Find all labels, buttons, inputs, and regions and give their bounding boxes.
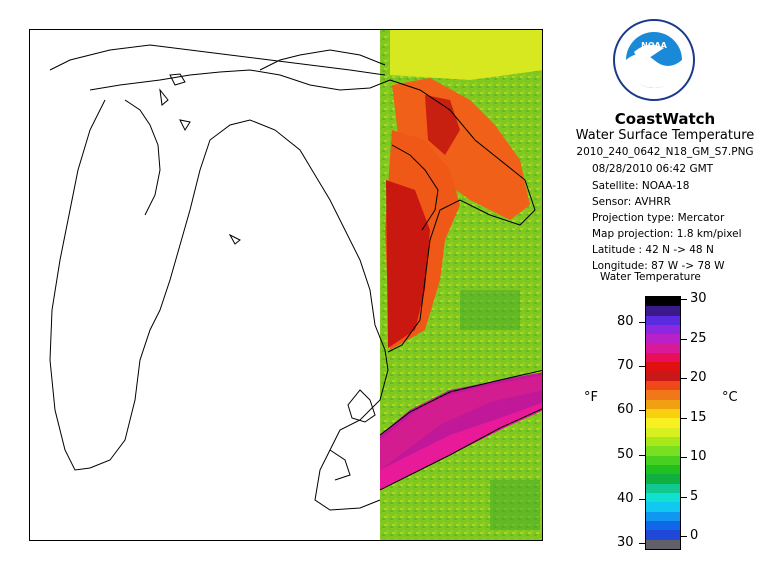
fahrenheit-tick xyxy=(639,454,645,456)
scale-swatch xyxy=(646,511,680,522)
celsius-tick xyxy=(681,496,687,498)
fahrenheit-tick xyxy=(639,410,645,412)
coastlines xyxy=(49,44,542,511)
scale-swatch xyxy=(646,297,680,307)
celsius-tick xyxy=(681,378,687,379)
noaa-logo: NOAA xyxy=(612,18,696,102)
fahrenheit-tick xyxy=(639,322,645,323)
fahrenheit-tick xyxy=(639,366,645,368)
fahrenheit-tick-label: 50 xyxy=(617,446,634,462)
celsius-tick-label: 10 xyxy=(690,449,707,464)
scale-swatch xyxy=(646,390,680,401)
scale-swatch xyxy=(646,343,680,354)
scale-swatch xyxy=(646,362,680,373)
scale-swatch xyxy=(646,465,680,475)
scale-swatch xyxy=(646,353,680,363)
scale-swatch xyxy=(646,334,680,345)
noaa-logo-icon: NOAA xyxy=(613,19,695,101)
celsius-tick-label: 0 xyxy=(690,528,699,543)
scale-swatch xyxy=(646,381,680,391)
scale-swatch xyxy=(646,306,680,317)
satellite: Satellite: NOAA-18 xyxy=(592,180,690,192)
celsius-tick xyxy=(681,457,687,458)
scale-swatch xyxy=(646,399,680,410)
celsius-tick xyxy=(681,536,687,537)
temperature-swath xyxy=(380,30,542,540)
latitude-range: Latitude : 42 N -> 48 N xyxy=(592,244,714,256)
fahrenheit-tick-label: 40 xyxy=(617,490,634,506)
map-canvas xyxy=(49,30,542,540)
scale-swatch xyxy=(646,521,680,531)
noaa-logo-text: NOAA xyxy=(641,41,667,50)
scale-swatch xyxy=(646,325,680,335)
celsius-tick xyxy=(681,338,687,340)
scale-swatch xyxy=(646,483,680,494)
filename: 2010_240_0642_N18_GM_S7.PNG xyxy=(576,146,754,158)
datetime: 08/28/2010 06:42 GMT xyxy=(592,163,714,175)
map-frame[interactable] xyxy=(29,29,543,541)
unit-fahrenheit: °F xyxy=(584,390,598,405)
celsius-tick-label: 30 xyxy=(690,291,707,306)
scale-swatch xyxy=(646,539,680,550)
scale-swatch xyxy=(646,493,680,503)
scale-swatch xyxy=(646,530,680,541)
fahrenheit-tick xyxy=(639,498,645,500)
celsius-tick-label: 20 xyxy=(690,370,707,385)
sensor: Sensor: AVHRR xyxy=(592,196,671,208)
legend-title: Water Temperature xyxy=(600,271,701,283)
projection-type: Projection type: Mercator xyxy=(592,212,725,224)
color-scale xyxy=(645,296,681,550)
celsius-tick-label: 5 xyxy=(690,488,699,504)
celsius-tick xyxy=(681,299,687,300)
celsius-tick-label: 15 xyxy=(690,409,707,425)
fahrenheit-tick-label: 30 xyxy=(617,535,634,550)
scale-swatch xyxy=(646,502,680,513)
scale-swatch xyxy=(646,455,680,466)
fahrenheit-tick-label: 60 xyxy=(617,402,634,418)
scale-swatch xyxy=(646,418,680,429)
fahrenheit-tick-label: 70 xyxy=(617,358,634,374)
fahrenheit-tick-label: 80 xyxy=(617,314,634,329)
scale-swatch xyxy=(646,409,680,419)
celsius-tick-label: 25 xyxy=(690,330,707,346)
scale-swatch xyxy=(646,474,680,485)
map-projection: Map projection: 1.8 km/pixel xyxy=(592,228,742,240)
brand-title: CoastWatch xyxy=(614,110,716,128)
scale-swatch xyxy=(646,315,680,326)
scale-swatch xyxy=(646,437,680,447)
scale-swatch xyxy=(646,371,680,382)
scale-swatch xyxy=(646,446,680,457)
fahrenheit-tick xyxy=(639,543,645,544)
scale-swatch xyxy=(646,427,680,438)
celsius-tick xyxy=(681,417,687,419)
product-subtitle: Water Surface Temperature xyxy=(575,128,755,143)
longitude-range: Longitude: 87 W -> 78 W xyxy=(592,260,725,272)
unit-celsius: °C xyxy=(722,390,738,405)
